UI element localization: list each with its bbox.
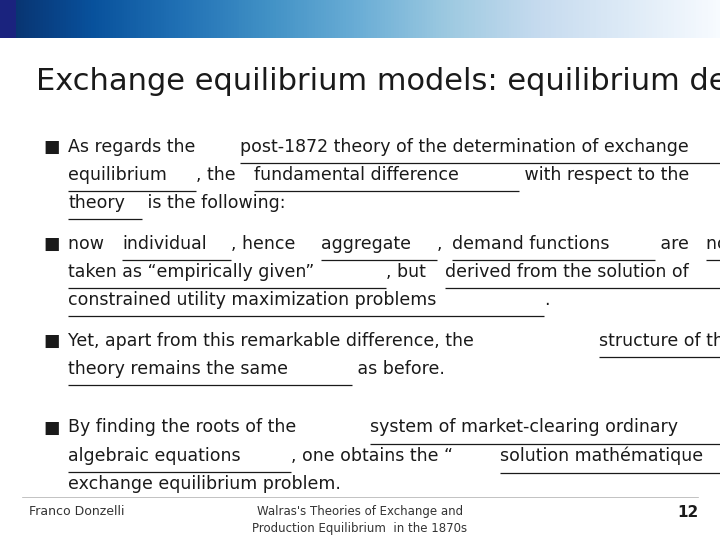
Text: ,: , (438, 235, 449, 253)
Text: equilibrium: equilibrium (68, 166, 167, 184)
Text: post-1872 theory of the determination of exchange: post-1872 theory of the determination of… (240, 138, 688, 156)
Text: demand functions: demand functions (451, 235, 609, 253)
Text: By finding the roots of the: By finding the roots of the (68, 418, 302, 436)
Text: , but: , but (387, 263, 432, 281)
Text: now: now (68, 235, 110, 253)
Text: fundamental difference: fundamental difference (254, 166, 459, 184)
Text: As regards the: As regards the (68, 138, 202, 156)
Text: theory: theory (68, 194, 125, 212)
Text: 12: 12 (677, 505, 698, 520)
Text: , one obtains the “: , one obtains the “ (291, 447, 453, 464)
Text: individual: individual (122, 235, 207, 253)
Text: Franco Donzelli: Franco Donzelli (29, 505, 125, 518)
Text: solution mathématique: solution mathématique (500, 447, 703, 465)
Text: no longer: no longer (706, 235, 720, 253)
Text: with respect to the: with respect to the (518, 166, 694, 184)
Text: ■: ■ (43, 418, 60, 436)
Text: aggregate: aggregate (321, 235, 411, 253)
Text: as before.: as before. (352, 360, 445, 378)
Text: constrained utility maximization problems: constrained utility maximization problem… (68, 291, 437, 309)
Text: , the: , the (196, 166, 241, 184)
Text: Exchange equilibrium models: equilibrium determination: Exchange equilibrium models: equilibrium… (36, 68, 720, 97)
Text: system of market-clearing ordinary: system of market-clearing ordinary (370, 418, 678, 436)
Text: theory remains the same: theory remains the same (68, 360, 289, 378)
Text: structure of the: structure of the (599, 332, 720, 350)
Text: taken as “empirically given”: taken as “empirically given” (68, 263, 315, 281)
Text: .: . (544, 291, 549, 309)
Text: ■: ■ (43, 332, 60, 350)
Text: is the following:: is the following: (142, 194, 285, 212)
Text: algebraic equations: algebraic equations (68, 447, 241, 464)
Text: Yet, apart from this remarkable difference, the: Yet, apart from this remarkable differen… (68, 332, 480, 350)
Text: ■: ■ (43, 235, 60, 253)
Text: ■: ■ (43, 138, 60, 156)
Text: Walras's Theories of Exchange and
Production Equilibrium  in the 1870s: Walras's Theories of Exchange and Produc… (253, 505, 467, 535)
Text: are: are (655, 235, 694, 253)
Text: derived from the solution of: derived from the solution of (445, 263, 688, 281)
Text: , hence: , hence (231, 235, 301, 253)
FancyBboxPatch shape (0, 0, 16, 38)
Text: exchange equilibrium problem.: exchange equilibrium problem. (68, 475, 341, 492)
